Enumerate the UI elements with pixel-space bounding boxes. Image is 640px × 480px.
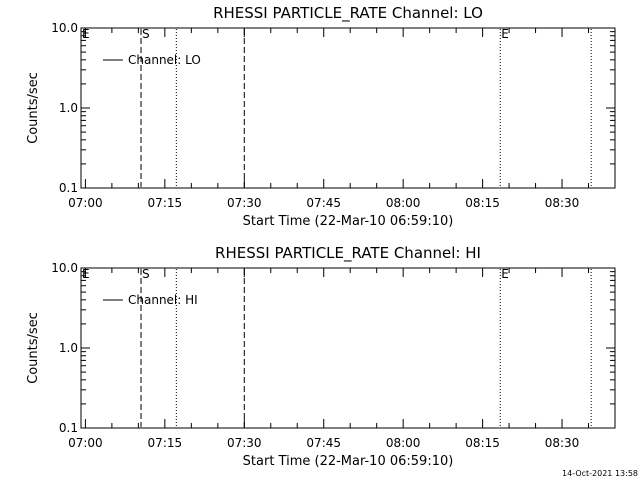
x-tick-label: 07:15 — [148, 436, 183, 450]
marker-label: S — [142, 267, 150, 281]
x-tick-label: 07:00 — [68, 436, 103, 450]
marker-label: E — [501, 267, 509, 281]
x-tick-label: 07:45 — [306, 196, 341, 210]
x-axis-label: Start Time (22-Mar-10 06:59:10) — [243, 214, 454, 229]
x-tick-label: 07:30 — [227, 196, 262, 210]
y-tick-label: 0.1 — [59, 421, 78, 435]
plot-frame — [80, 267, 616, 429]
marker-label: E — [82, 27, 90, 41]
marker-label: S — [142, 27, 150, 41]
x-tick-label: 08:15 — [465, 436, 500, 450]
y-tick-label: 1.0 — [59, 101, 78, 115]
footer-date: 14-Oct-2021 13:58 — [562, 469, 638, 478]
x-tick-label: 08:00 — [386, 436, 421, 450]
chart-title: RHESSI PARTICLE_RATE Channel: LO — [213, 4, 483, 23]
y-tick-label: 1.0 — [59, 341, 78, 355]
marker-label: E — [501, 27, 509, 41]
legend-label: Channel: LO — [128, 53, 201, 67]
legend-label: Channel: HI — [128, 293, 198, 307]
plot-frame — [80, 27, 616, 189]
y-tick-label: 0.1 — [59, 181, 78, 195]
y-tick-label: 10.0 — [51, 261, 78, 275]
x-tick-label: 07:00 — [68, 196, 103, 210]
x-tick-label: 08:30 — [545, 436, 580, 450]
x-tick-label: 07:15 — [148, 196, 183, 210]
x-tick-label: 08:30 — [545, 196, 580, 210]
y-axis-label: Counts/sec — [26, 72, 41, 144]
chart-title: RHESSI PARTICLE_RATE Channel: HI — [215, 244, 481, 263]
chart-panel-0: RHESSI PARTICLE_RATE Channel: LO Counts/s… — [26, 4, 616, 229]
x-axis-label: Start Time (22-Mar-10 06:59:10) — [243, 454, 454, 469]
x-tick-label: 07:30 — [227, 436, 262, 450]
marker-label: E — [82, 267, 90, 281]
x-tick-label: 08:00 — [386, 196, 421, 210]
chart-panel-1: RHESSI PARTICLE_RATE Channel: HI Counts/s… — [26, 244, 616, 469]
x-tick-label: 08:15 — [465, 196, 500, 210]
y-tick-label: 10.0 — [51, 21, 78, 35]
x-tick-label: 07:45 — [306, 436, 341, 450]
y-axis-label: Counts/sec — [26, 312, 41, 384]
